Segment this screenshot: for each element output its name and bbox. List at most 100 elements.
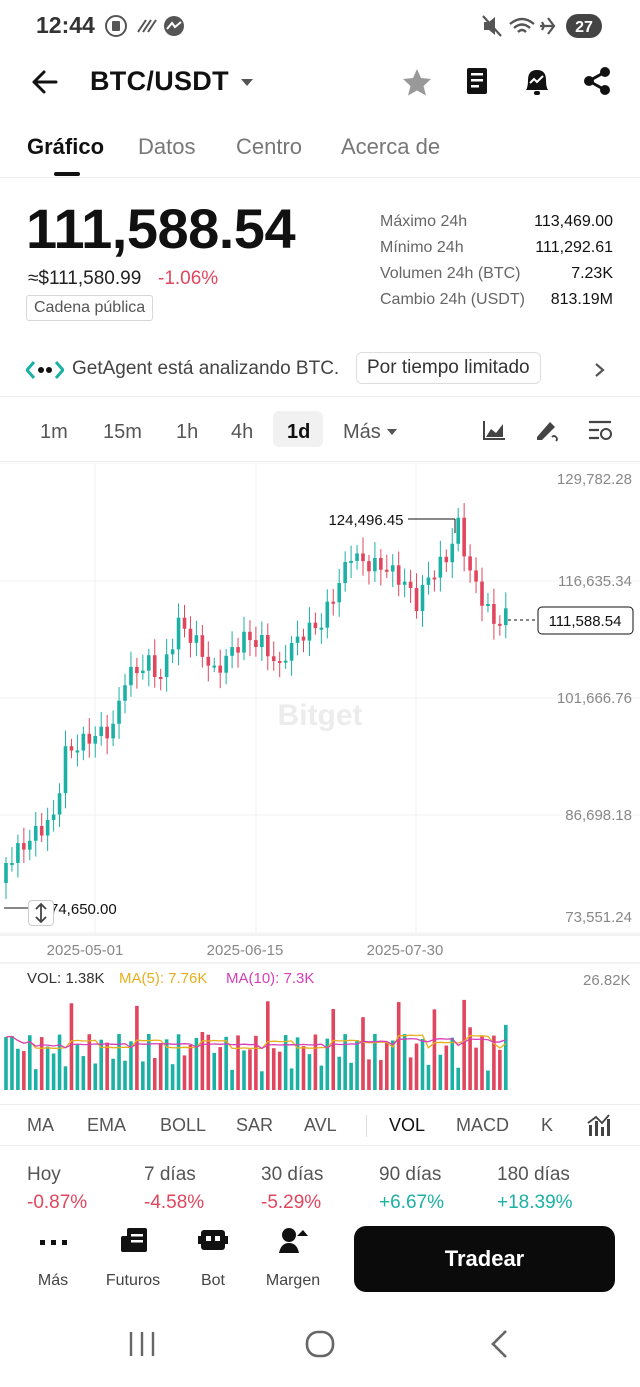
indicator-vol[interactable]: VOL — [389, 1115, 426, 1135]
indicator-sar[interactable]: SAR — [236, 1115, 274, 1135]
tab-centro[interactable]: Centro — [236, 134, 303, 159]
caret-down-icon[interactable] — [240, 78, 254, 88]
price-alert-bell-icon[interactable] — [522, 66, 552, 98]
stat-high-value: 113,469.00 — [534, 213, 613, 230]
app-header: BTC/USDT — [0, 52, 640, 112]
perf-90d-label: 90 días — [379, 1164, 442, 1185]
pair-selector[interactable]: BTC/USDT — [90, 66, 229, 96]
interval-15m[interactable]: 15m — [103, 421, 142, 443]
volume-bar — [69, 1003, 74, 1090]
bottom-action-bar: Más Futuros Bot Margen Tradear — [0, 1226, 640, 1306]
interval-1d[interactable]: 1d — [287, 421, 311, 443]
volume-bar — [319, 1065, 324, 1090]
interval-more[interactable]: Más — [343, 421, 381, 443]
indicator-ema[interactable]: EMA — [87, 1115, 127, 1135]
indicator-macd[interactable]: MACD — [456, 1115, 509, 1135]
volume-bar — [468, 1027, 472, 1090]
indicator-ma[interactable]: MA — [27, 1115, 54, 1135]
candle-body — [307, 622, 312, 641]
star-icon[interactable] — [402, 68, 432, 96]
volume-bar — [99, 1039, 103, 1090]
share-icon[interactable] — [582, 66, 612, 96]
approx-usd-price: ≈$111,580.99 — [28, 268, 142, 289]
indicator-boll[interactable]: BOLL — [160, 1115, 207, 1135]
volume-bar — [212, 1052, 217, 1090]
volume-bar — [295, 1037, 300, 1090]
back-arrow-icon[interactable] — [30, 68, 58, 96]
indicator-avl[interactable]: AVL — [304, 1115, 337, 1135]
margin-button[interactable]: Margen — [253, 1226, 333, 1296]
perf-180d-label: 180 días — [497, 1164, 570, 1185]
more-caret-icon[interactable] — [387, 429, 397, 436]
futures-button[interactable]: Futuros — [93, 1226, 173, 1296]
chart-type-icon[interactable] — [482, 419, 506, 441]
home-icon[interactable] — [305, 1330, 335, 1358]
candle-body — [39, 825, 44, 836]
candle-body — [456, 517, 460, 544]
y-tick-label: 86,698.18 — [565, 807, 632, 824]
volume-bar — [289, 1068, 294, 1090]
tab-grafico[interactable]: Gráfico — [27, 134, 105, 159]
chain-badge[interactable]: Cadena pública — [26, 295, 154, 321]
candle-body — [438, 556, 443, 578]
candle-body — [390, 565, 395, 572]
candle-body — [117, 700, 121, 724]
y-tick-label: 73,551.24 — [565, 909, 632, 926]
volume-bar — [230, 1069, 234, 1090]
candle-body — [152, 655, 157, 678]
chart-settings-icon[interactable] — [587, 419, 613, 441]
volume-bar — [57, 1034, 62, 1090]
volume-bar — [87, 1034, 92, 1090]
candle-body — [414, 587, 419, 611]
indicator-k[interactable]: K — [541, 1115, 554, 1135]
trade-button[interactable]: Tradear — [354, 1226, 615, 1292]
volume-bar — [498, 1049, 502, 1090]
axis-scale-toggle[interactable] — [28, 900, 54, 926]
candle-body — [373, 557, 377, 572]
expand-vertical-icon — [35, 902, 47, 924]
volume-bar — [248, 1049, 252, 1090]
candle-body — [4, 863, 8, 883]
volume-bar — [450, 1037, 455, 1090]
stat-turnover-value: 813.19M — [550, 291, 613, 308]
candle-body — [480, 581, 484, 606]
candlestick-chart[interactable]: Bitget 129,782.28 116,635.34 101,666.76 86,… — [0, 462, 640, 1103]
more-dots-icon — [40, 1240, 67, 1245]
notebook-icon[interactable] — [464, 66, 490, 96]
volume-bar — [444, 1045, 449, 1090]
interval-1m[interactable]: 1m — [40, 421, 68, 443]
limited-time-chip[interactable]: Por tiempo limitado — [356, 352, 541, 384]
tab-acerca-de[interactable]: Acerca de — [341, 134, 441, 159]
interval-4h[interactable]: 4h — [231, 421, 254, 443]
chart-area[interactable]: Bitget 129,782.28 116,635.34 101,666.76 86,… — [0, 462, 640, 1103]
volume-bar — [236, 1035, 240, 1090]
candle-body — [135, 666, 139, 674]
nav-back-icon[interactable] — [488, 1328, 510, 1360]
interval-1h[interactable]: 1h — [176, 421, 199, 443]
volume-bar — [343, 1034, 347, 1090]
volume-bar — [129, 1041, 133, 1090]
getagent-banner[interactable]: GetAgent está analizando BTC. Por tiempo… — [0, 350, 640, 390]
candle-body — [123, 685, 127, 701]
candle-body — [444, 556, 449, 563]
candle-body — [45, 819, 50, 836]
volume-bar — [33, 1069, 38, 1090]
candle-body — [224, 655, 228, 673]
chevron-right-icon[interactable] — [594, 362, 606, 378]
drawing-tools-icon[interactable] — [534, 417, 560, 443]
recent-apps-icon[interactable] — [128, 1330, 156, 1358]
volume-bar — [254, 1035, 258, 1090]
indicator-settings-icon[interactable] — [586, 1113, 610, 1139]
change-24h: -1.06% — [158, 268, 219, 289]
main-tabs: Gráfico Datos Centro Acerca de — [0, 112, 640, 178]
more-button[interactable]: Más — [13, 1226, 93, 1296]
candle-body — [99, 726, 103, 736]
ma10-label: MA(10): 7.3K — [226, 970, 315, 987]
bot-label: Bot — [200, 1272, 225, 1289]
candle-body — [129, 666, 133, 686]
volume-bar — [396, 1002, 401, 1090]
candle-body — [236, 647, 240, 653]
candle-body — [331, 601, 336, 604]
tab-datos[interactable]: Datos — [138, 134, 196, 159]
bot-button[interactable]: Bot — [173, 1226, 253, 1296]
